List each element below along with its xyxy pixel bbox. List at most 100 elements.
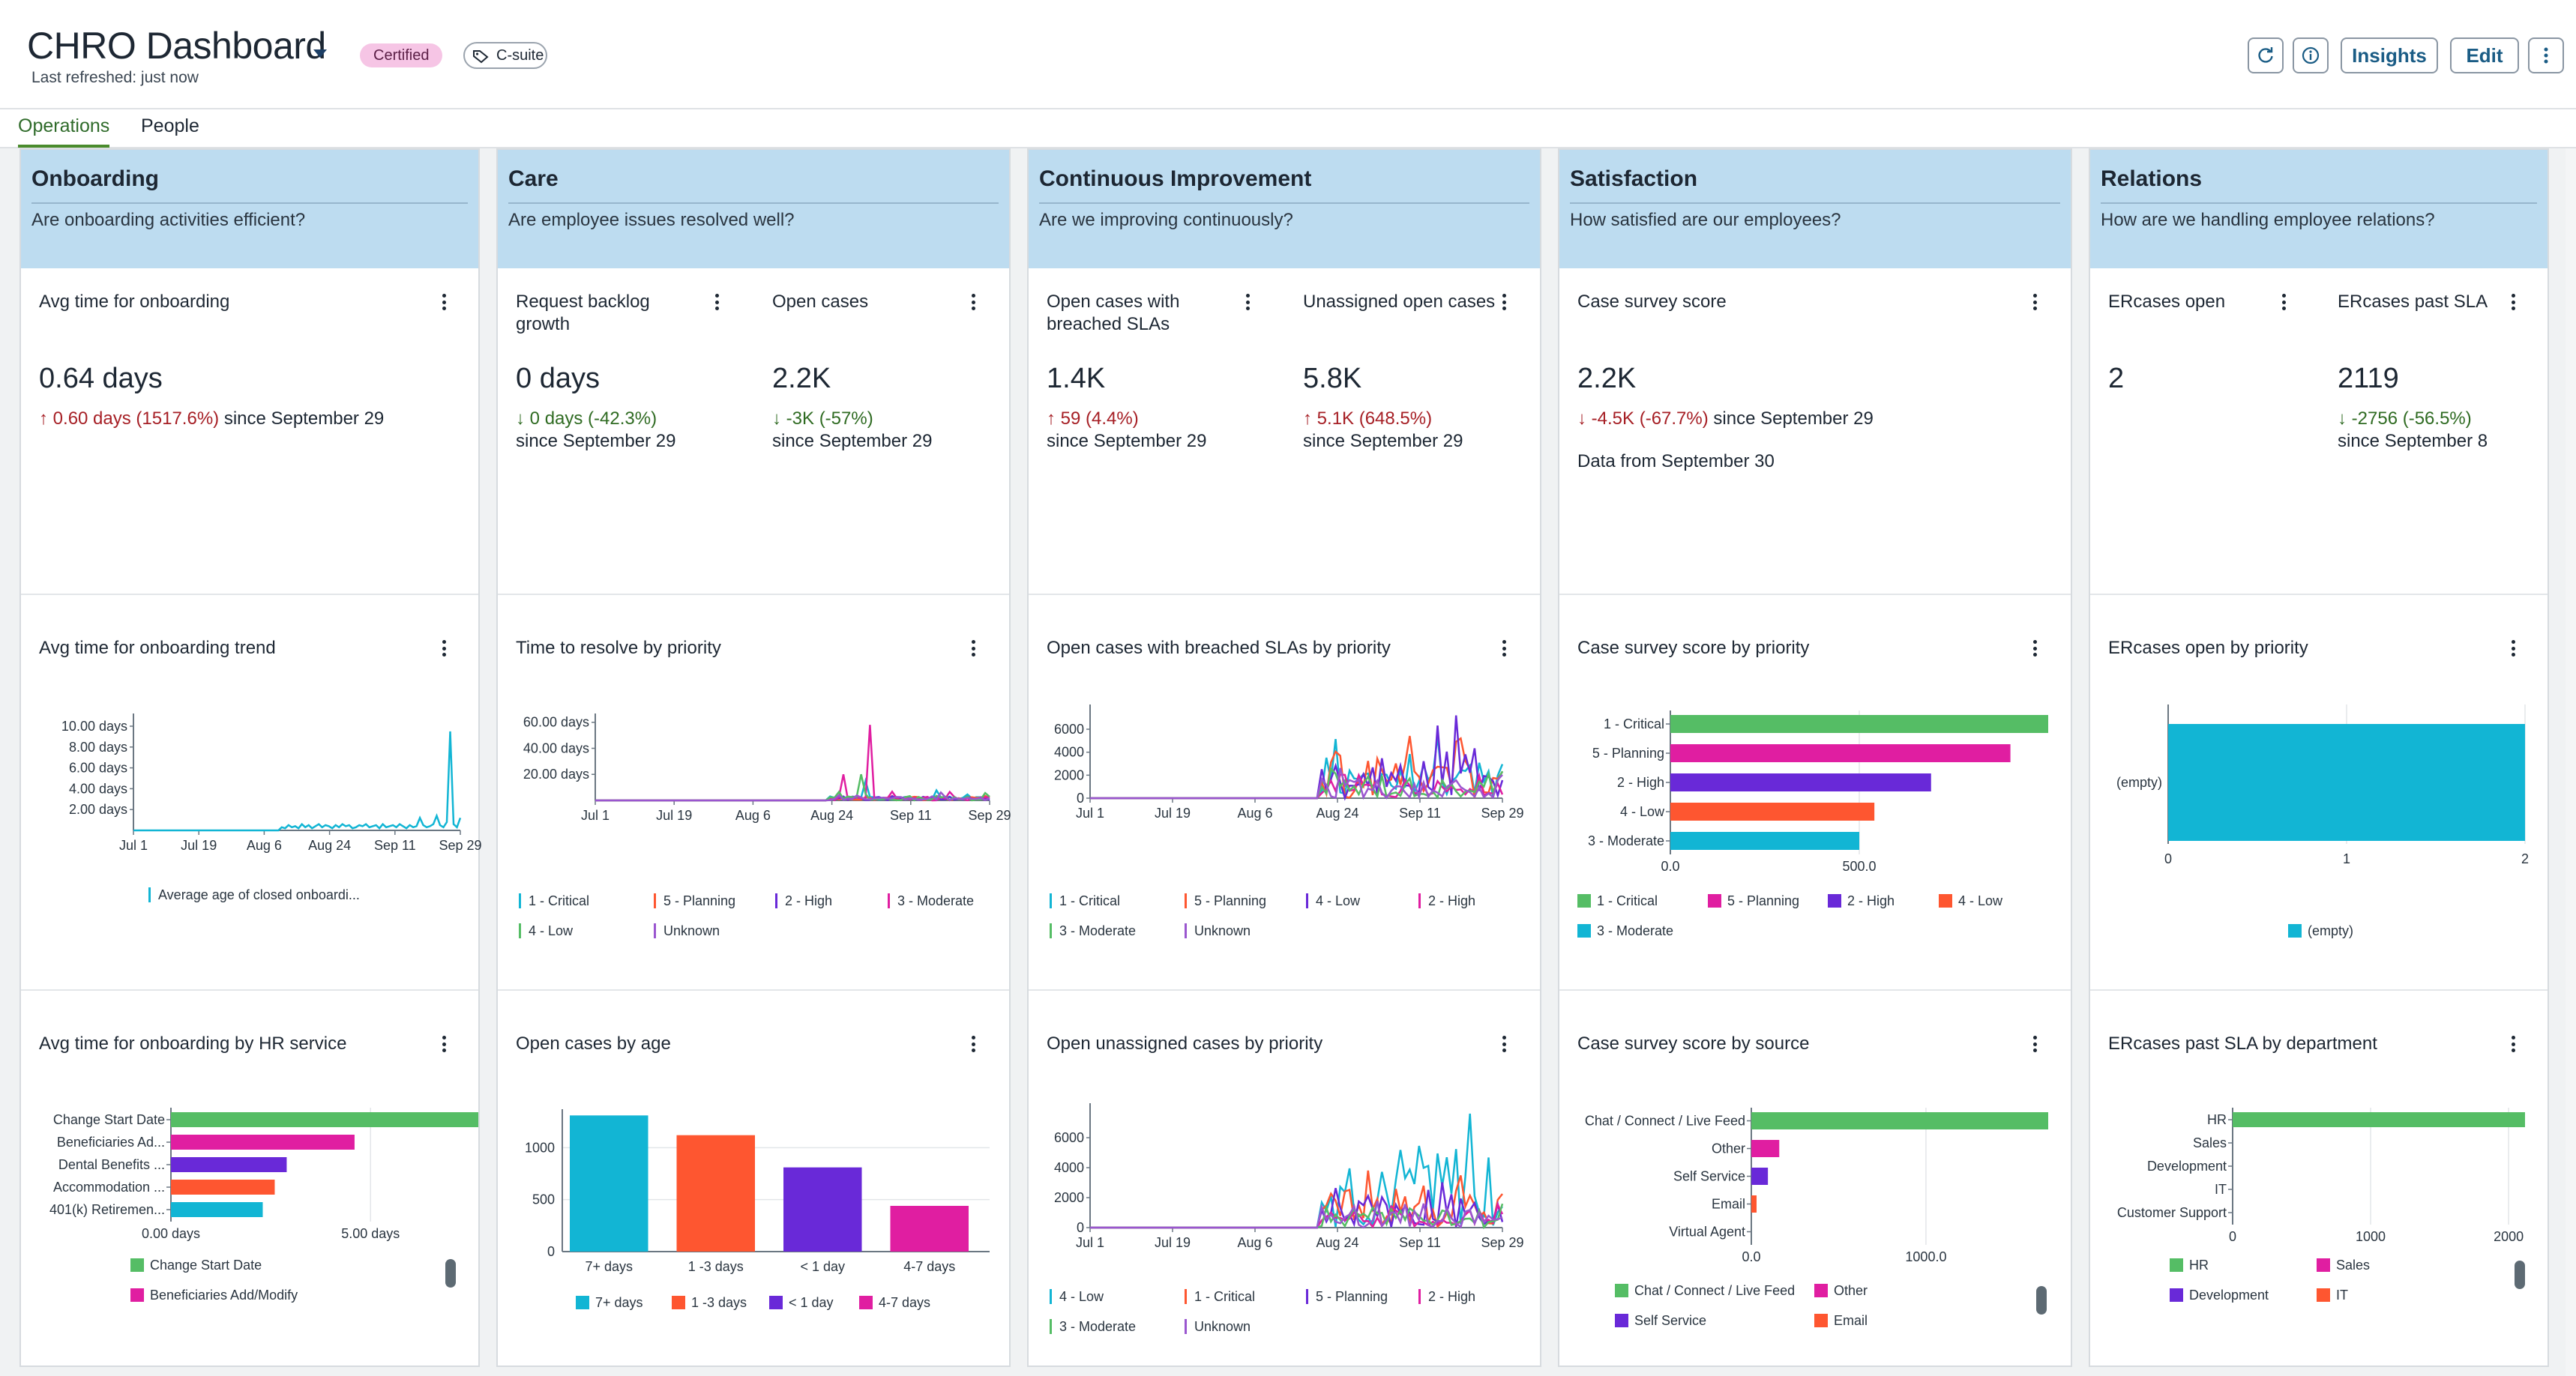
legend-item[interactable]: 2 - High (775, 893, 832, 909)
delta-value: -2756 (-56.5%) (2351, 408, 2472, 429)
widget-menu-button[interactable] (972, 1036, 976, 1054)
legend-item[interactable]: IT (2317, 1288, 2348, 1303)
legend-item[interactable]: 1 - Critical (1185, 1289, 1255, 1305)
legend-item[interactable]: 3 - Moderate (1050, 923, 1136, 939)
tick-label: 0 (2164, 851, 2172, 866)
chevron-down-icon[interactable] (313, 49, 327, 58)
chart-legend: 1 - Critical 5 - Planning 2 - High 3 - Mode… (498, 893, 1012, 953)
legend-item[interactable]: 3 - Moderate (1050, 1319, 1136, 1335)
widget-menu-button[interactable] (972, 294, 976, 312)
row-divider (2090, 989, 2548, 991)
legend-label: HR (2189, 1258, 2209, 1273)
widget-menu-button[interactable] (442, 640, 447, 658)
kpi-value: 2119 (2338, 363, 2399, 394)
legend-item[interactable]: Change Start Date (130, 1258, 262, 1273)
bar (676, 1135, 755, 1252)
more-options-button[interactable] (2528, 37, 2564, 73)
legend-item[interactable]: Email (1814, 1313, 1868, 1329)
info-button[interactable] (2293, 37, 2329, 73)
widget-menu-button[interactable] (2512, 294, 2516, 312)
legend-item[interactable]: 1 - Critical (1050, 893, 1120, 909)
widget-menu-button[interactable] (715, 294, 720, 312)
legend-label: < 1 day (789, 1295, 834, 1310)
widget-menu-button[interactable] (2033, 640, 2038, 658)
legend-item[interactable]: HR (2170, 1258, 2209, 1273)
kpi-delta: ↓ 0 days (-42.3%) since September 29 (516, 408, 676, 451)
delta-since: since September 8 (2338, 431, 2488, 451)
edit-button[interactable]: Edit (2450, 37, 2519, 73)
tag-chip[interactable]: C-suite (463, 42, 547, 69)
widget-menu-button[interactable] (442, 294, 447, 312)
row-divider (1559, 989, 2071, 991)
legend-item[interactable]: 4-7 days (859, 1295, 930, 1311)
legend-item[interactable]: 4 - Low (1050, 1289, 1104, 1305)
page-scrollbar[interactable] (2566, 148, 2576, 1376)
legend-item[interactable]: 2 - High (1418, 893, 1475, 909)
legend-item[interactable]: 3 - Moderate (1577, 923, 1673, 939)
tick-label: 1000 (525, 1140, 555, 1155)
legend-item[interactable]: 3 - Moderate (888, 893, 974, 909)
legend-item[interactable]: 4 - Low (1939, 893, 2002, 909)
chart-legend: Change Start Date Beneficiaries Add/Modi… (21, 1258, 481, 1325)
bar (1751, 1140, 1780, 1157)
legend-item[interactable]: 1 - Critical (519, 893, 589, 909)
row-divider (21, 989, 478, 991)
widget-menu-button[interactable] (2512, 640, 2516, 658)
legend-item[interactable]: Other (1814, 1283, 1868, 1299)
tick-label: Jul 1 (1076, 806, 1104, 821)
tick-label: Sep 29 (1481, 806, 1523, 821)
tick-label: Aug 6 (1237, 806, 1272, 821)
widget-menu-button[interactable] (2033, 1036, 2038, 1054)
legend-item[interactable]: 2 - High (1828, 893, 1895, 909)
legend-item[interactable]: Unknown (654, 923, 720, 939)
legend-item[interactable]: < 1 day (769, 1295, 834, 1311)
bar (171, 1180, 275, 1195)
legend-item[interactable]: Unknown (1185, 1319, 1251, 1335)
legend-swatch (2317, 1288, 2330, 1302)
legend-scroll-handle[interactable] (445, 1259, 456, 1288)
widget-menu-button[interactable] (1502, 640, 1507, 658)
legend-item[interactable]: (empty) (2288, 923, 2353, 939)
widget-menu-button[interactable] (1502, 1036, 1507, 1054)
legend-item[interactable]: 4 - Low (519, 923, 573, 939)
legend-item[interactable]: 4 - Low (1306, 893, 1360, 909)
widget-menu-button[interactable] (2033, 294, 2038, 312)
cases-by-age-chart: 0 500 1000 7+ days 1 -3 days < 1 day 4-7 days (525, 1109, 990, 1274)
category-label: Beneficiaries Ad... (57, 1135, 165, 1150)
tab-operations[interactable]: Operations (18, 115, 110, 148)
legend-item[interactable]: Self Service (1615, 1313, 1706, 1329)
category-label: 3 - Moderate (1588, 833, 1664, 848)
refresh-button[interactable] (2248, 37, 2284, 73)
legend-item[interactable]: Unknown (1185, 923, 1251, 939)
widget-menu-button[interactable] (442, 1036, 447, 1054)
chart-legend: 7+ days 1 -3 days < 1 day 4-7 days (498, 1295, 1012, 1325)
legend-scroll-handle[interactable] (2515, 1261, 2525, 1289)
legend-item[interactable]: Average age of closed onboardi... (148, 887, 360, 903)
legend-item[interactable]: 7+ days (576, 1295, 643, 1311)
legend-item[interactable]: Sales (2317, 1258, 2370, 1273)
legend-item[interactable]: 5 - Planning (1708, 893, 1799, 909)
insights-button[interactable]: Insights (2341, 37, 2438, 73)
legend-item[interactable]: 2 - High (1418, 1289, 1475, 1305)
tag-icon (473, 50, 489, 64)
legend-item[interactable]: 5 - Planning (1306, 1289, 1388, 1305)
legend-item[interactable]: Development (2170, 1288, 2269, 1303)
widget-menu-button[interactable] (2512, 1036, 2516, 1054)
legend-item[interactable]: 1 - Critical (1577, 893, 1658, 909)
legend-label: 1 -3 days (691, 1295, 747, 1310)
category-label: Self Service (1673, 1169, 1745, 1184)
tab-people[interactable]: People (141, 115, 199, 136)
legend-item[interactable]: 5 - Planning (1185, 893, 1266, 909)
legend-item[interactable]: Chat / Connect / Live Feed (1615, 1283, 1795, 1299)
delta-value: -3K (-57%) (786, 408, 873, 429)
legend-swatch (1185, 1289, 1187, 1304)
legend-item[interactable]: 1 -3 days (672, 1295, 747, 1311)
widget-menu-button[interactable] (2282, 294, 2287, 312)
widget-menu-button[interactable] (972, 640, 976, 658)
legend-item[interactable]: 5 - Planning (654, 893, 735, 909)
kpi-delta: ↑ 59 (4.4%) since September 29 (1047, 408, 1207, 451)
legend-scroll-handle[interactable] (2036, 1286, 2047, 1315)
widget-menu-button[interactable] (1502, 294, 1507, 312)
legend-item[interactable]: Beneficiaries Add/Modify (130, 1288, 298, 1303)
widget-menu-button[interactable] (1246, 294, 1251, 312)
